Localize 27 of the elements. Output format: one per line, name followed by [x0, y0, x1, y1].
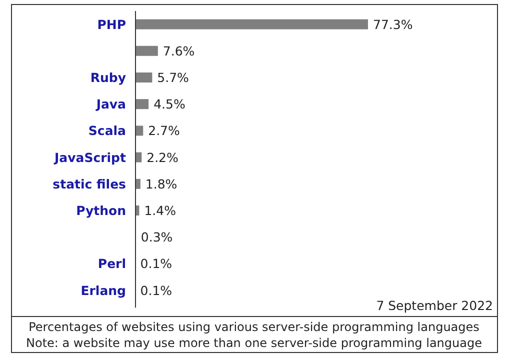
y-tick-label: Scala: [88, 123, 126, 138]
data-label: 7.6%: [162, 43, 195, 58]
y-tick-label: Python: [76, 203, 126, 218]
text: 7 September 2022: [376, 298, 493, 313]
bar: [135, 19, 368, 30]
y-tick-label: Perl: [98, 256, 126, 272]
y-tick-label: PHP: [97, 16, 126, 32]
bar: [135, 72, 152, 82]
data-label: 1.4%: [144, 203, 176, 218]
data-label: 0.1%: [140, 256, 172, 272]
data-label: 2.2%: [146, 150, 179, 165]
data-label: 2.7%: [148, 123, 180, 138]
y-tick-label: Erlang: [80, 282, 126, 298]
data-label: 1.8%: [145, 176, 178, 192]
bar: [135, 99, 149, 110]
data-label: 77.3%: [373, 16, 413, 32]
data-label: 4.5%: [154, 96, 186, 112]
bar: [135, 46, 158, 56]
y-tick-label: JavaScript: [54, 150, 126, 165]
text: Percentages of websites using various server-side programming languages: [28, 320, 480, 334]
y-tick-label: Ruby: [90, 70, 126, 85]
data-label: 0.1%: [140, 282, 172, 298]
data-label: 0.3%: [140, 230, 173, 245]
y-tick-label: static files: [52, 176, 126, 192]
data-label: 5.7%: [157, 70, 190, 85]
y-tick-label: Java: [95, 96, 126, 112]
text: Note: a website may use more than one server-side programming language: [26, 336, 482, 350]
